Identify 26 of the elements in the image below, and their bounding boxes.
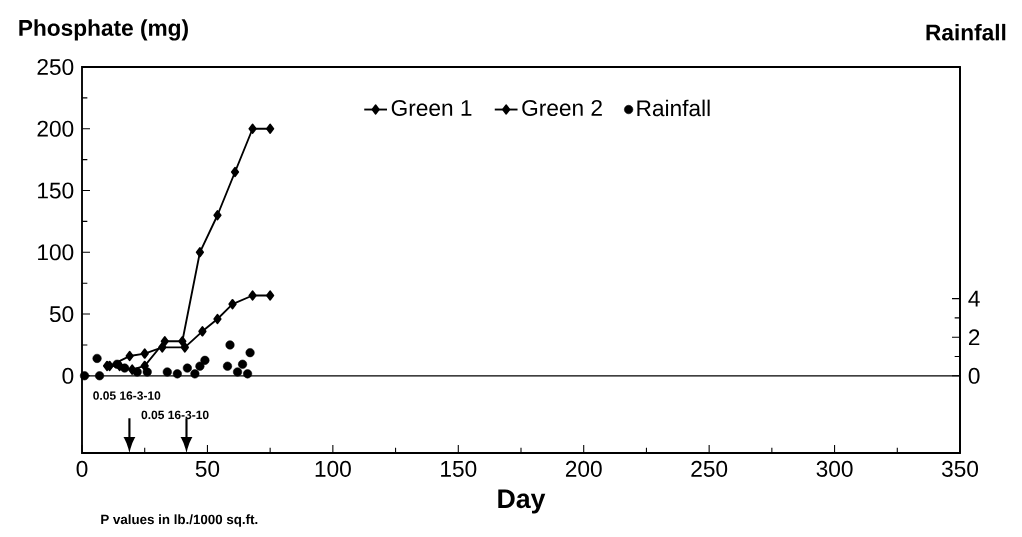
y2-tick-label: 4 <box>968 290 980 307</box>
x-tick-label: 150 <box>441 460 477 477</box>
x-tick-label: 350 <box>941 460 979 477</box>
y-tick-label: 0 <box>62 367 74 384</box>
legend-label: Rainfall <box>637 99 710 117</box>
y-tick-label: 150 <box>38 182 74 199</box>
annotation: 0.05 16-3-10 <box>93 391 161 400</box>
x-tick-label: 100 <box>315 460 351 477</box>
x-tick-label: 0 <box>76 460 88 477</box>
text: P values in lb./1000 sq.ft. <box>101 514 258 527</box>
x-tick-label: 200 <box>565 460 602 477</box>
annotation: 0.05 16-3-10 <box>141 410 209 420</box>
x-tick-label: 300 <box>816 460 853 477</box>
y-tick-label: 200 <box>37 120 74 137</box>
y2-tick-label: 0 <box>968 367 980 384</box>
x-axis-title: Day <box>498 489 546 514</box>
y-tick-label: 50 <box>49 306 74 323</box>
y-axis-title: Phosphate (mg) <box>19 19 188 41</box>
y2-axis-title: Rainfall <box>926 23 1006 41</box>
legend-label: Green 1 <box>391 99 472 116</box>
x-tick-label: 250 <box>691 460 728 477</box>
y-tick-label: 100 <box>38 244 74 261</box>
legend-label: Green 2 <box>522 99 602 116</box>
y-tick-label: 250 <box>37 58 74 76</box>
y2-tick-label: 2 <box>968 329 980 346</box>
x-tick-label: 50 <box>195 460 220 477</box>
